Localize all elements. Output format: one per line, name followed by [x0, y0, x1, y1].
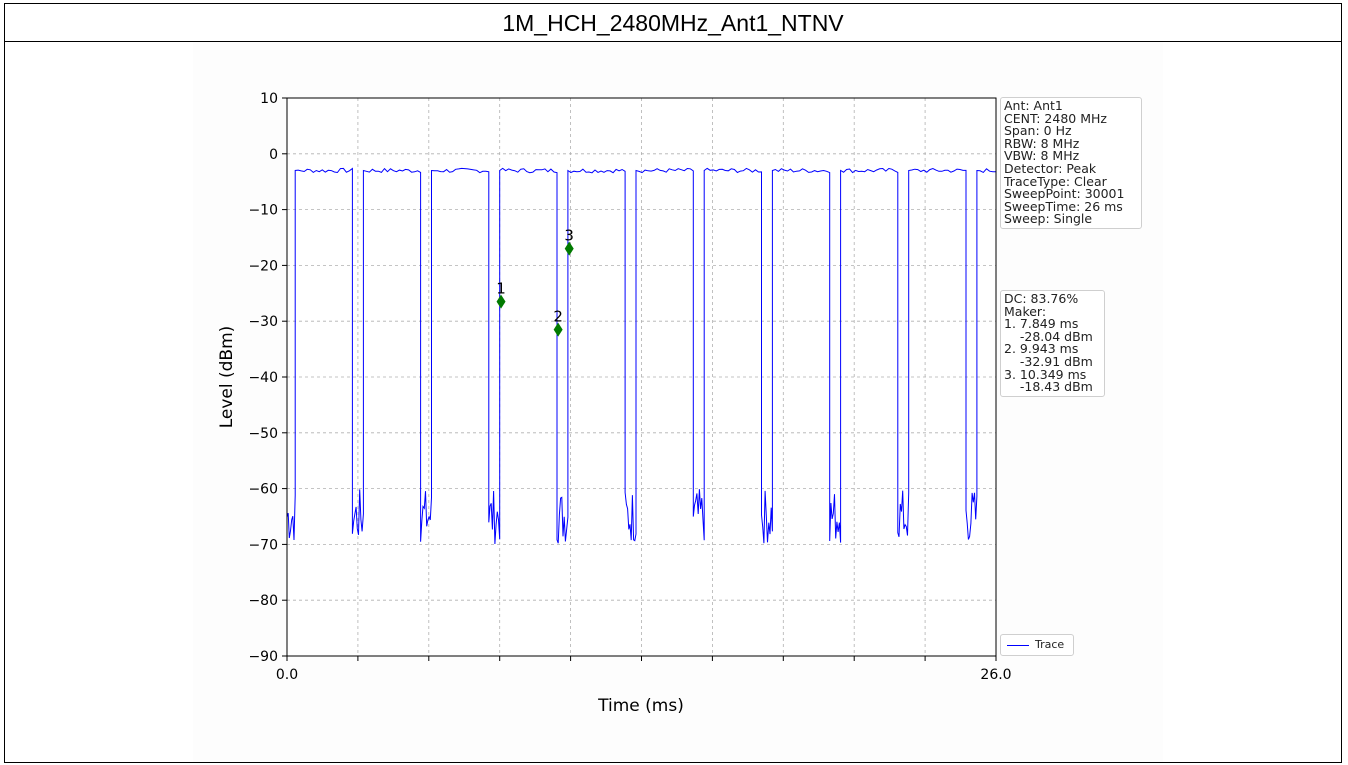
settings-line: RBW: 8 MHz [1004, 135, 1080, 151]
y-tick-label: −10 [248, 203, 278, 219]
x-axis-label: Time (ms) [597, 696, 684, 716]
marker-info-line: -28.04 dBm [1004, 328, 1093, 344]
y-tick-label: −40 [248, 370, 278, 386]
y-tick-label: −80 [248, 593, 278, 609]
axes: 10 0 −10 −20 −30 −40 −50 −60 −70 −80 −90 0.0 26.0 [248, 91, 1011, 683]
x-tick-label: 0.0 [276, 667, 298, 683]
marker-1-diamond [496, 294, 506, 309]
settings-line: VBW: 8 MHz [1004, 148, 1080, 164]
marker-2-diamond [553, 322, 563, 337]
y-tick-label: −90 [248, 649, 278, 665]
settings-line: Ant: Ant1 [1004, 98, 1063, 113]
marker-info-box: DC: 83.76% Maker: 1. 7.849 ms -28.04 dBm 2.… [1000, 290, 1105, 397]
legend-label-trace: Trace [1035, 638, 1065, 651]
marker-group: 1 2 3 [496, 227, 574, 337]
settings-line: SweepTime: 26 ms [1004, 198, 1123, 214]
instrument-settings-box: Ant: Ant1 CENT: 2480 MHz Span: 0 Hz RBW: 8 … [1000, 97, 1142, 229]
page-title: 1M_HCH_2480MHz_Ant1_NTNV [502, 10, 844, 36]
y-tick-label: −60 [248, 482, 278, 498]
marker-info-line: 1. 7.849 ms [1004, 316, 1079, 332]
y-tick-label: 10 [260, 91, 278, 107]
trace-line [286, 167, 996, 545]
marker-info-line: 2. 9.943 ms [1004, 341, 1079, 357]
marker-info-line: 3. 10.349 ms [1004, 366, 1087, 382]
settings-line: SweepPoint: 30001 [1004, 186, 1125, 202]
title-bar: 1M_HCH_2480MHz_Ant1_NTNV [5, 4, 1341, 42]
marker-info-line: Maker: [1004, 303, 1047, 319]
marker-3-diamond [564, 241, 574, 256]
trace-group [286, 167, 996, 545]
legend: Trace [1000, 634, 1074, 656]
marker-info-line: -18.43 dBm [1004, 379, 1093, 395]
settings-line: CENT: 2480 MHz [1004, 110, 1107, 126]
marker-1-label: 1 [496, 280, 506, 298]
y-tick-label: 0 [269, 147, 278, 163]
settings-line: Sweep: Single [1004, 211, 1093, 227]
x-tick-label: 26.0 [980, 667, 1011, 683]
settings-line: Detector: Peak [1004, 160, 1097, 176]
y-tick-label: −30 [248, 314, 278, 330]
marker-3-label: 3 [564, 227, 574, 245]
y-tick-label: −50 [248, 426, 278, 442]
marker-2-label: 2 [553, 308, 563, 326]
legend-swatch-trace [1007, 645, 1029, 646]
marker-info-line: -32.91 dBm [1004, 353, 1093, 369]
marker-info-line: DC: 83.76% [1004, 291, 1079, 306]
settings-line: TraceType: Clear [1004, 173, 1107, 189]
settings-line: Span: 0 Hz [1004, 123, 1072, 139]
y-tick-label: −70 [248, 537, 278, 553]
y-axis-label: Level (dBm) [217, 326, 237, 429]
y-tick-label: −20 [248, 258, 278, 274]
